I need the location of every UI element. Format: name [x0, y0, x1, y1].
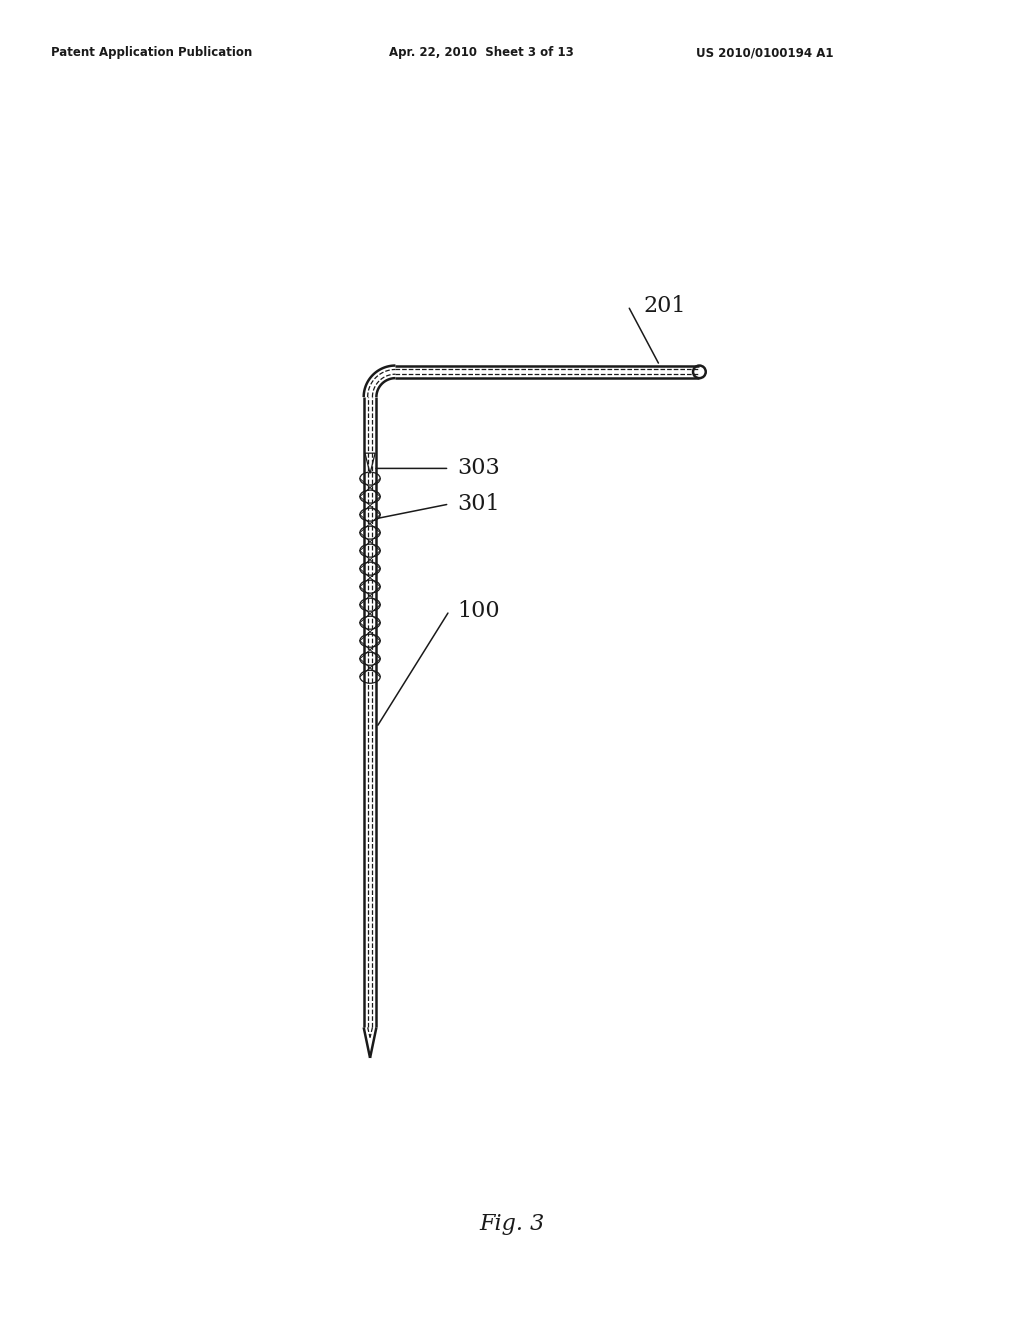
Text: 303: 303 [458, 458, 500, 479]
Text: US 2010/0100194 A1: US 2010/0100194 A1 [696, 46, 834, 59]
Text: Apr. 22, 2010  Sheet 3 of 13: Apr. 22, 2010 Sheet 3 of 13 [389, 46, 573, 59]
Text: 301: 301 [458, 492, 500, 515]
Text: 201: 201 [644, 294, 686, 317]
Text: Patent Application Publication: Patent Application Publication [51, 46, 253, 59]
Text: Fig. 3: Fig. 3 [479, 1213, 545, 1234]
Text: 100: 100 [458, 599, 500, 622]
